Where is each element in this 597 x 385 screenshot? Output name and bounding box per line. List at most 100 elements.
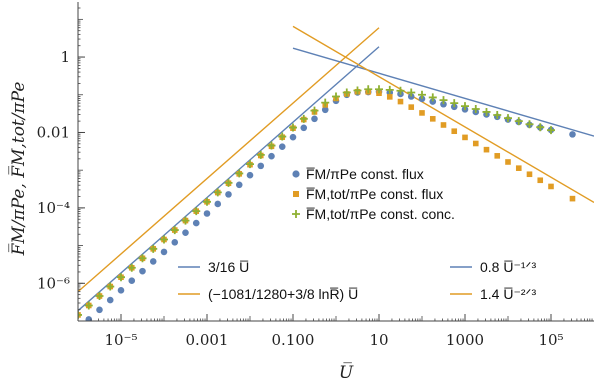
legend-entry-marker-3: F̅M,tot/πPe const. conc. xyxy=(292,206,455,222)
data-point-circle xyxy=(429,98,437,105)
data-point-plus xyxy=(461,102,469,111)
data-point-circle xyxy=(278,143,286,150)
data-point-plus xyxy=(536,123,545,132)
data-point-plus xyxy=(256,150,265,159)
data-point-circle xyxy=(214,200,222,208)
data-point-square xyxy=(548,183,554,190)
data-point-plus xyxy=(321,98,330,107)
data-point-plus xyxy=(342,88,351,97)
data-point-square xyxy=(397,98,404,105)
data-point-plus xyxy=(482,107,491,116)
y-tick-label: 10⁻⁶ xyxy=(37,274,70,292)
y-tick-label: 10⁻⁴ xyxy=(37,199,70,217)
data-point-circle xyxy=(246,171,254,179)
data-point-circle xyxy=(235,181,243,189)
data-point-plus xyxy=(138,254,147,263)
data-point-plus xyxy=(170,226,179,235)
data-point-plus xyxy=(299,114,308,123)
x-tick-label: 0.001 xyxy=(186,331,229,349)
data-point-plus xyxy=(95,292,104,301)
legend-entry-line-1: 3/16 U̅ xyxy=(178,259,249,275)
data-point-circle xyxy=(203,210,211,217)
data-point-plus xyxy=(310,106,319,115)
data-point-plus xyxy=(439,96,448,105)
asymptote-line-4 xyxy=(292,25,594,203)
data-point-plus xyxy=(428,93,437,102)
data-point-plus xyxy=(450,99,459,108)
y-axis-label: F̅M/πPe, F̅M,tot/πPe xyxy=(8,82,29,257)
data-point-plus xyxy=(353,86,362,95)
data-point-circle xyxy=(257,162,265,170)
axes: 10⁻⁵ 0.001 0.100 10 1000 10⁵ 1 0.01 10⁻⁴ 10⁻⁶ U̅ F̅… xyxy=(8,2,594,383)
data-point-plus xyxy=(106,282,115,291)
data-point-plus xyxy=(525,120,534,129)
data-point-plus xyxy=(117,273,125,282)
y-tick-label: 0.01 xyxy=(37,123,70,141)
data-point-circle xyxy=(440,100,447,108)
data-point-plus xyxy=(160,235,168,244)
legend-entry-line-4: 1.4 U̅⁻²ᐟ³ xyxy=(450,286,536,302)
data-point-plus xyxy=(375,85,383,94)
data-point-circle xyxy=(96,306,103,314)
data-point-plus xyxy=(235,169,244,178)
data-point-square xyxy=(451,128,458,135)
x-tick-label: 1000 xyxy=(446,331,484,349)
data-point-circle xyxy=(268,152,275,160)
data-point-plus xyxy=(514,117,523,126)
data-point-plus xyxy=(504,114,512,123)
data-point-square xyxy=(440,122,447,128)
data-point-circle xyxy=(117,287,125,294)
data-point-square xyxy=(419,110,425,116)
data-point-plus xyxy=(547,126,555,135)
data-point-plus xyxy=(203,197,211,206)
data-point-plus xyxy=(181,216,190,225)
legend-label: F̅M,tot/πPe const. conc. xyxy=(306,206,455,222)
legend-label: 1.4 U̅⁻²ᐟ³ xyxy=(480,286,536,302)
data-point-circle xyxy=(321,106,329,114)
data-point-square xyxy=(429,116,436,122)
data-point-circle xyxy=(106,296,114,304)
legend-square-icon xyxy=(293,191,299,197)
data-point-circle xyxy=(128,277,136,285)
data-point-plus xyxy=(149,244,158,253)
data-point-plus xyxy=(78,310,82,319)
y-tick-label: 1 xyxy=(60,48,70,66)
legend-label: F̅M,tot/πPe const. flux xyxy=(306,186,444,202)
data-point-square xyxy=(483,146,490,153)
data-point-square xyxy=(494,153,501,159)
data-point-circle xyxy=(85,316,93,321)
asymptote-line-2 xyxy=(78,27,380,293)
data-point-circle xyxy=(149,258,157,265)
data-point-square xyxy=(386,94,393,100)
data-point-plus xyxy=(289,123,297,132)
data-point-plus xyxy=(493,111,502,120)
data-point-square xyxy=(472,140,479,147)
data-point-circle xyxy=(407,93,415,100)
legend-entry-marker-2: F̅M,tot/πPe const. flux xyxy=(293,186,443,202)
data-point-square xyxy=(537,177,544,184)
data-point-circle xyxy=(569,131,576,138)
x-tick-label: 10 xyxy=(369,331,388,349)
data-point-plus xyxy=(364,85,373,94)
data-point-square xyxy=(515,165,522,171)
data-point-circle xyxy=(289,133,297,141)
data-point-circle xyxy=(160,248,168,256)
data-point-circle xyxy=(192,219,200,227)
x-tick-label: 0.100 xyxy=(272,331,315,349)
legend-label: 0.8 U̅⁻¹ᐟ³ xyxy=(480,259,536,275)
data-point-plus xyxy=(246,160,254,169)
data-point-plus xyxy=(407,88,416,97)
data-point-square xyxy=(569,195,576,202)
plot-area xyxy=(78,25,594,321)
data-point-plus xyxy=(471,104,480,113)
legend: F̅M/πPe const. flux F̅M,tot/πPe const. fl… xyxy=(178,166,536,302)
data-point-circle xyxy=(300,124,308,132)
data-point-plus xyxy=(278,132,287,141)
x-tick-label: 10⁻⁵ xyxy=(104,331,137,349)
asymptote-line-3 xyxy=(292,47,594,137)
legend-label: (−1081/1280+3/8 lnR̅) U̅ xyxy=(208,286,358,302)
legend-entry-line-3: (−1081/1280+3/8 lnR̅) U̅ xyxy=(178,286,358,302)
data-point-square xyxy=(408,104,415,110)
data-point-circle xyxy=(171,239,179,246)
